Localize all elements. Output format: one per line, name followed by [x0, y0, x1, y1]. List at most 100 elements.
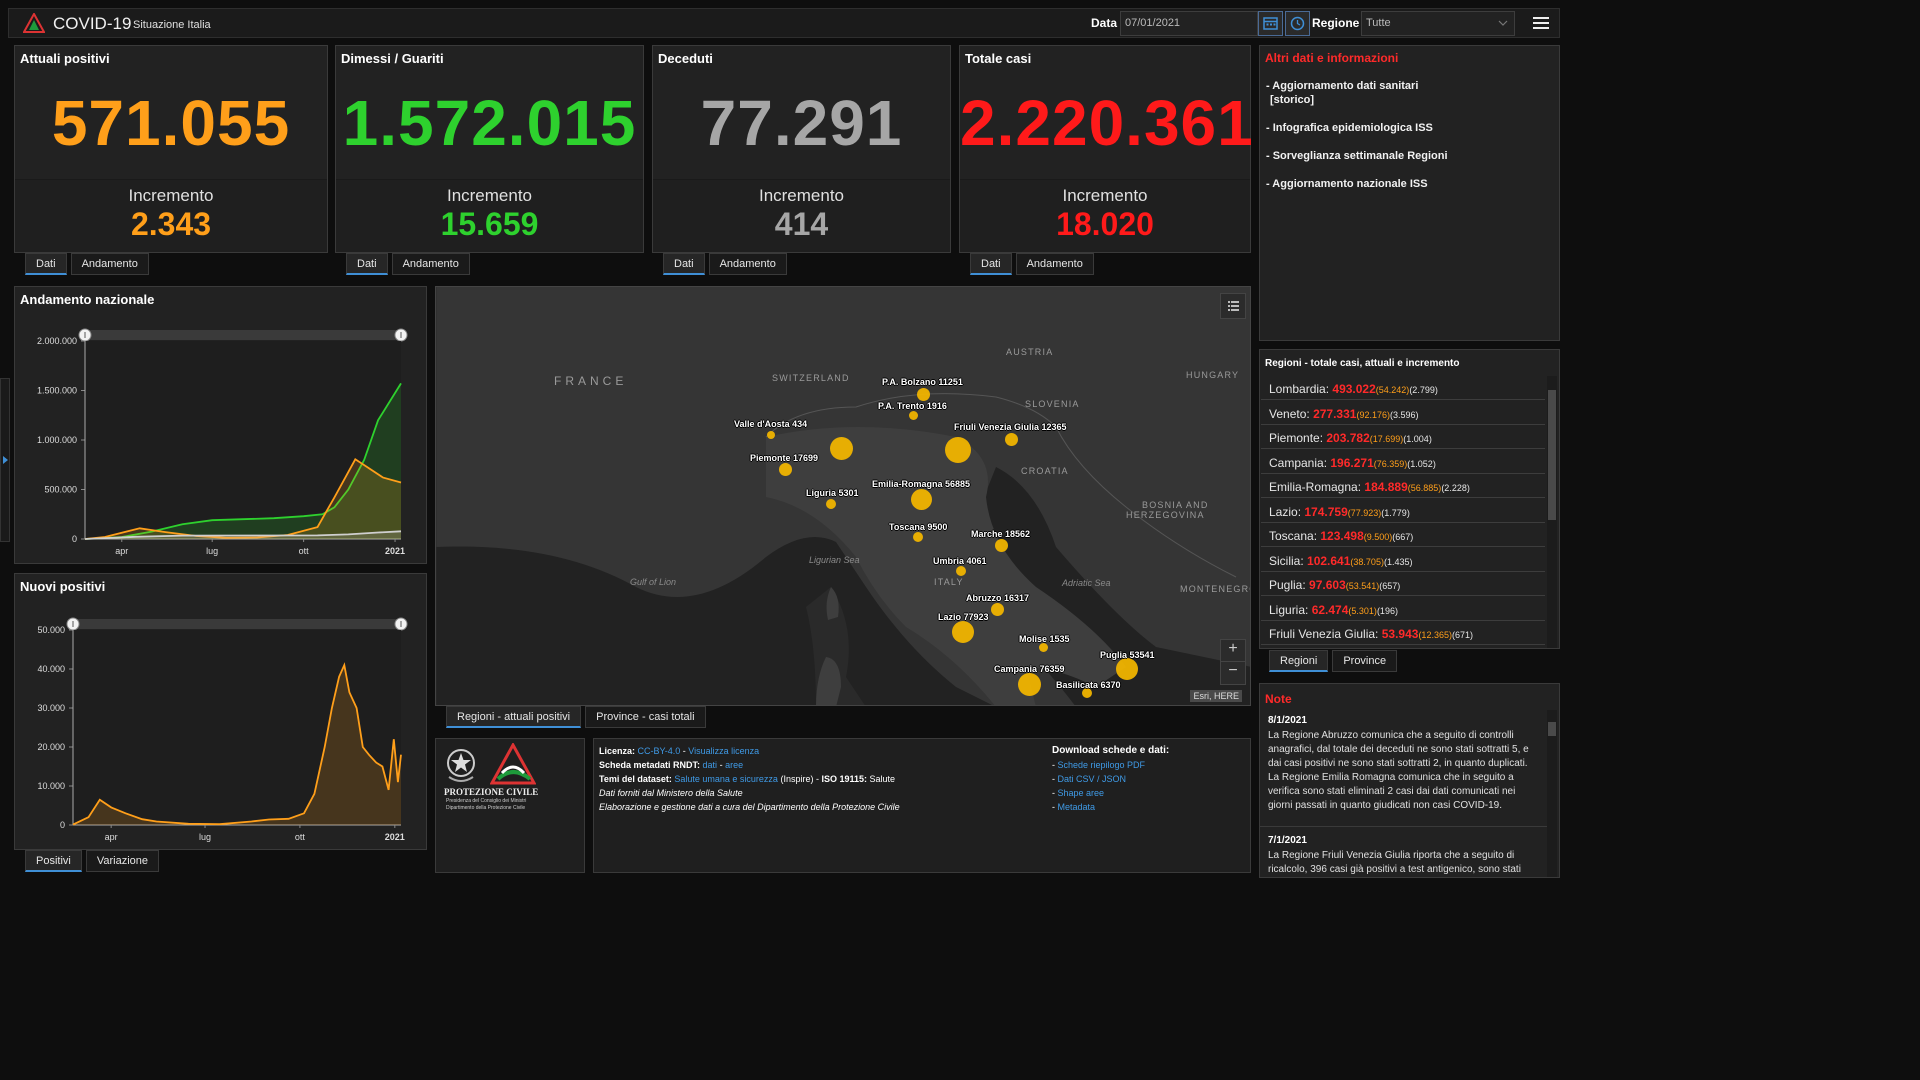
map-region-label: P.A. Bolzano 11251: [882, 377, 963, 387]
region-row[interactable]: Veneto: 277.331(92.176)(3.596): [1261, 401, 1545, 425]
region-row[interactable]: Lombardia: 493.022(54.242)(2.799): [1261, 376, 1545, 400]
map-marker-toscana[interactable]: [913, 532, 923, 542]
licenza-link[interactable]: CC-BY-4.0: [637, 746, 681, 756]
tab-dati[interactable]: Dati: [25, 253, 67, 275]
map-country-label: MONTENEGRO: [1180, 584, 1251, 594]
map-attribution[interactable]: Esri, HERE: [1190, 690, 1242, 702]
map-country-label: AUSTRIA: [1006, 347, 1054, 357]
map-region-label: Valle d'Aosta 434: [734, 419, 808, 429]
map-marker-friuli[interactable]: [1005, 433, 1018, 446]
map-marker-liguria[interactable]: [826, 499, 836, 509]
tab-regioni[interactable]: Regioni: [1269, 650, 1329, 672]
note-date: 8/1/2021: [1268, 715, 1307, 726]
map-view[interactable]: FRANCE SWITZERLAND AUSTRIA HUNGARY SLOVE…: [435, 286, 1251, 706]
tab-andamento[interactable]: Andamento: [1015, 253, 1094, 275]
map-marker-umbria[interactable]: [956, 566, 966, 576]
tab-positivi[interactable]: Positivi: [25, 850, 82, 872]
tab-province-totali[interactable]: Province - casi totali: [585, 706, 706, 728]
zoom-in-button[interactable]: +: [1221, 640, 1245, 662]
side-panel-toggle[interactable]: [0, 378, 10, 542]
map-marker-marche[interactable]: [995, 539, 1008, 552]
map-marker-emilia-romagna[interactable]: [911, 489, 932, 510]
scheda-dati-link[interactable]: dati: [702, 760, 718, 770]
map-marker-puglia[interactable]: [1116, 658, 1138, 680]
scroll-thumb[interactable]: [1548, 390, 1556, 520]
map-country-label: HUNGARY: [1186, 370, 1240, 380]
link-sorveglianza-regioni[interactable]: - Sorveglianza settimanale Regioni: [1266, 150, 1448, 162]
map-marker-basilicata[interactable]: [1082, 688, 1092, 698]
region-row[interactable]: Sicilia: 102.641(38.705)(1.435): [1261, 548, 1545, 572]
x-tick-label: lug: [206, 546, 218, 556]
temi-link[interactable]: Salute umana e sicurezza: [674, 774, 778, 784]
region-name: Lombardia:: [1269, 382, 1330, 396]
notes-scrollbar[interactable]: [1547, 710, 1557, 877]
visualizza-licenza-link[interactable]: Visualizza licenza: [688, 746, 760, 756]
range-slider-start-handle[interactable]: [78, 328, 92, 342]
tab-dati[interactable]: Dati: [346, 253, 388, 275]
region-row[interactable]: Toscana: 123.498(9.500)(667): [1261, 523, 1545, 547]
download-pdf-link[interactable]: Schede riepilogo PDF: [1057, 760, 1146, 770]
map-marker-molise[interactable]: [1039, 643, 1048, 652]
region-row[interactable]: Friuli Venezia Giulia: 53.943(12.365)(67…: [1261, 621, 1545, 645]
chart-tabs: Positivi Variazione: [25, 850, 160, 872]
region-total: 493.022: [1332, 382, 1376, 396]
tab-dati[interactable]: Dati: [970, 253, 1012, 275]
region-row[interactable]: Lazio: 174.759(77.923)(1.779): [1261, 499, 1545, 523]
map-marker-trento[interactable]: [909, 411, 918, 420]
region-actual: (92.176): [1356, 409, 1390, 420]
kpi-value: 2.220.361: [960, 87, 1254, 159]
region-name: Veneto:: [1269, 406, 1310, 421]
region-row[interactable]: Piemonte: 203.782(17.699)(1.004): [1261, 425, 1545, 449]
region-row[interactable]: Campania: 196.271(76.359)(1.052): [1261, 450, 1545, 474]
map-marker-valle-aosta[interactable]: [767, 431, 775, 439]
kpi-value: 77.291: [700, 87, 903, 159]
tab-dati[interactable]: Dati: [663, 253, 705, 275]
y-tick-label: 2.000.000: [37, 336, 77, 346]
date-input[interactable]: 07/01/2021: [1120, 11, 1258, 36]
kpi-guariti-tabs: Dati Andamento: [346, 253, 470, 275]
legend-button[interactable]: [1220, 293, 1246, 319]
logo-line2: Dipartimento della Protezione Civile: [446, 805, 526, 811]
range-slider-end-handle[interactable]: [394, 328, 408, 342]
kpi-title: Attuali positivi: [20, 51, 110, 66]
menu-button[interactable]: [1533, 15, 1549, 31]
region-select[interactable]: Tutte: [1361, 11, 1515, 36]
download-metadata-link[interactable]: Metadata: [1057, 802, 1096, 812]
region-row[interactable]: Liguria: 62.474(5.301)(196): [1261, 597, 1545, 621]
download-csv-link[interactable]: Dati CSV / JSON: [1057, 774, 1127, 784]
regions-scrollbar[interactable]: [1547, 376, 1557, 648]
range-slider-end-handle[interactable]: [394, 617, 408, 631]
link-storico[interactable]: [storico]: [1270, 94, 1314, 106]
tab-andamento[interactable]: Andamento: [391, 253, 470, 275]
time-button[interactable]: [1285, 11, 1310, 36]
map-region-label: Molise 1535: [1019, 634, 1070, 644]
range-slider-start-handle[interactable]: [66, 617, 80, 631]
calendar-button[interactable]: [1258, 11, 1283, 36]
region-row[interactable]: Emilia-Romagna: 184.889(56.885)(2.228): [1261, 474, 1545, 498]
map-marker-campania[interactable]: [1018, 673, 1041, 696]
scroll-thumb[interactable]: [1548, 722, 1556, 736]
map-marker-veneto[interactable]: [945, 437, 971, 463]
link-aggiornamento-iss[interactable]: - Aggiornamento nazionale ISS: [1266, 178, 1428, 190]
tab-province[interactable]: Province: [1332, 650, 1398, 672]
map-marker-piemonte[interactable]: [779, 463, 792, 476]
region-row[interactable]: Puglia: 97.603(53.541)(657): [1261, 572, 1545, 596]
download-shape-link[interactable]: Shape aree: [1057, 788, 1105, 798]
kpi-increment-label: Incremento: [128, 186, 214, 205]
chevron-right-icon: [3, 456, 8, 464]
zoom-out-button[interactable]: −: [1228, 662, 1238, 679]
link-aggiornamento-dati[interactable]: - Aggiornamento dati sanitari: [1266, 80, 1419, 92]
map-marker-abruzzo[interactable]: [991, 603, 1004, 616]
map-marker-bolzano[interactable]: [917, 388, 930, 401]
map-marker-lazio[interactable]: [952, 621, 974, 643]
tab-variazione[interactable]: Variazione: [85, 850, 160, 872]
region-total: 203.782: [1326, 431, 1370, 445]
map-marker-lombardia[interactable]: [830, 437, 853, 460]
tab-andamento[interactable]: Andamento: [708, 253, 787, 275]
range-slider-track: [73, 619, 401, 629]
map-region-label: Emilia-Romagna 56885: [872, 479, 971, 489]
tab-regioni-attuali[interactable]: Regioni - attuali positivi: [446, 706, 582, 728]
tab-andamento[interactable]: Andamento: [70, 253, 149, 275]
scheda-aree-link[interactable]: aree: [725, 760, 744, 770]
link-infografica-iss[interactable]: - Infografica epidemiologica ISS: [1266, 122, 1433, 134]
